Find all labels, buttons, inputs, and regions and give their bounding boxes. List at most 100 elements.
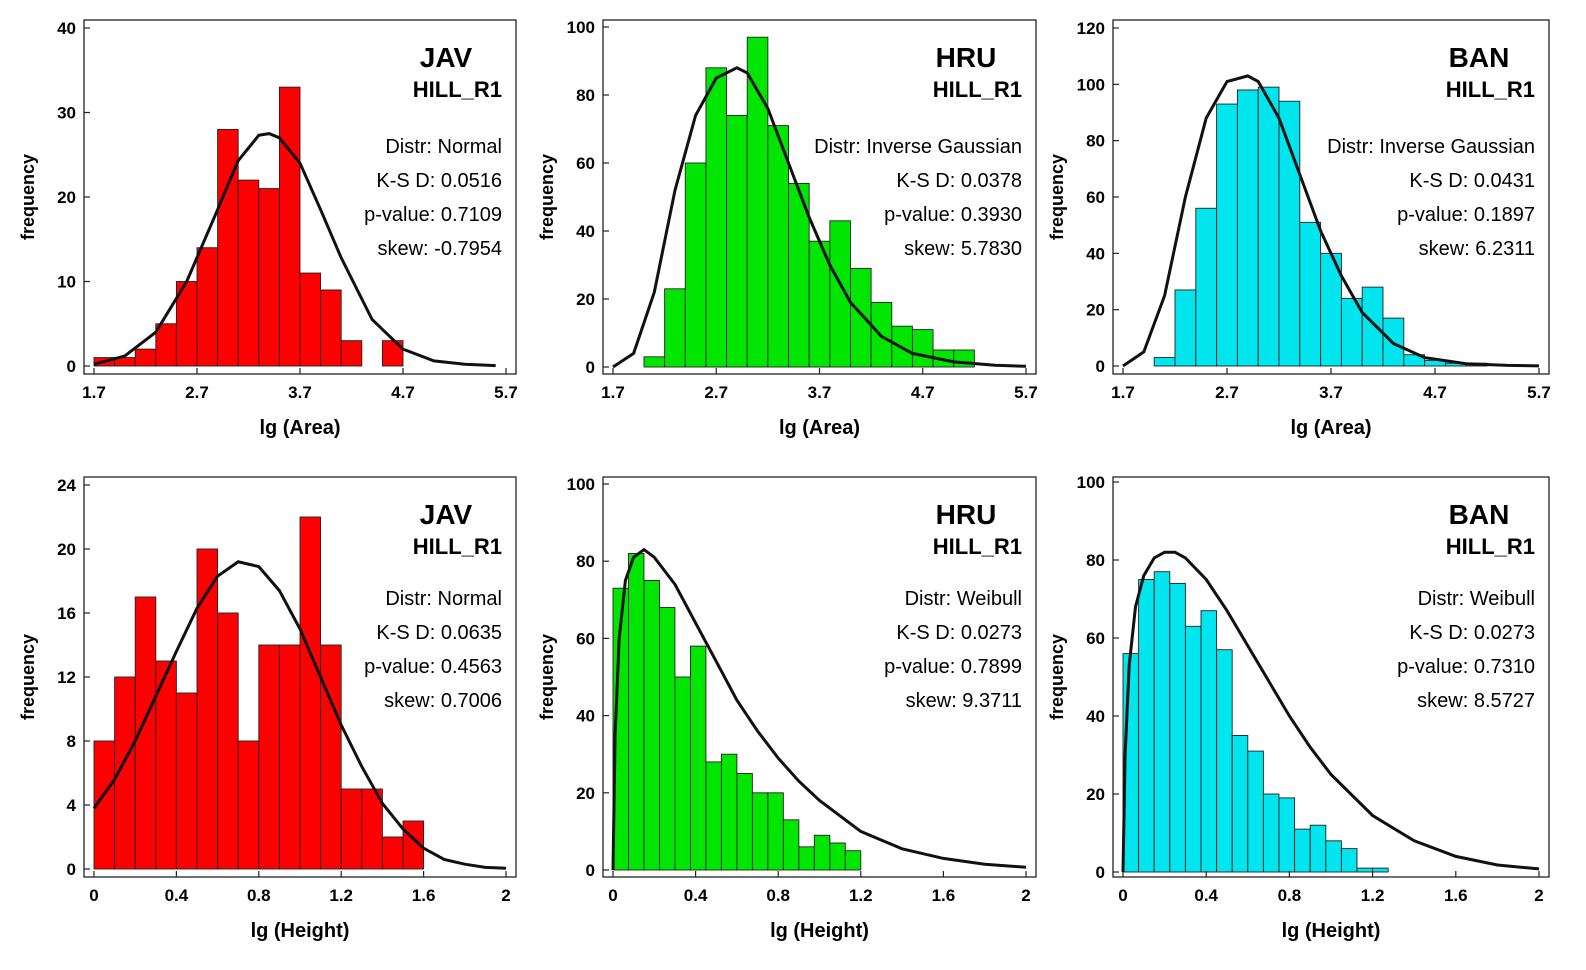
histogram-bar: [751, 792, 769, 871]
histogram-bar: [664, 288, 686, 368]
x-tick-label: 0.4: [165, 886, 189, 905]
histogram-bar: [1138, 579, 1155, 873]
histogram-bar: [1340, 848, 1358, 873]
fit-statistic-text: K-S D: 0.0635: [376, 622, 502, 644]
histogram-bar: [1278, 797, 1296, 873]
y-tick-label: 100: [1077, 473, 1105, 492]
x-tick-label: 1.7: [601, 383, 625, 402]
histogram-bar: [361, 788, 383, 870]
y-tick-label: 100: [567, 18, 595, 37]
y-tick-label: 20: [57, 540, 76, 559]
histogram-panel-3: 1.7 2.7 3.7 4.7 5.7 0 20 40 60 80 100 120 lg (Area) f…: [1047, 19, 1551, 439]
region-label: HILL_R1: [413, 77, 502, 102]
y-tick-label: 120: [1077, 19, 1105, 38]
histogram-bar: [1236, 89, 1259, 367]
x-tick-label: 4.7: [911, 383, 935, 402]
histogram-panel-1: 1.7 2.7 3.7 4.7 5.7 0 10 20 30 40 lg (Area) frequen…: [18, 19, 518, 439]
fit-statistic-text: Distr: Inverse Gaussian: [814, 136, 1022, 158]
histogram-bar: [643, 356, 666, 368]
fit-statistic-text: p-value: 0.1897: [1397, 204, 1535, 226]
fitted-distribution-curve: [92, 560, 507, 870]
histogram-bar: [258, 188, 280, 367]
y-tick-label: 40: [1086, 244, 1105, 263]
x-tick-label: 0: [1118, 886, 1127, 905]
x-tick-label: 0: [89, 886, 98, 905]
histogram-bar: [628, 553, 645, 871]
region-label: HILL_R1: [413, 534, 502, 559]
histogram-bar: [1299, 221, 1322, 367]
y-tick-label: 0: [1096, 357, 1105, 376]
x-tick-label: 1.2: [329, 886, 353, 905]
y-tick-label: 0: [67, 357, 76, 376]
histogram-bar: [1372, 867, 1389, 873]
fit-statistic-text: Distr: Normal: [385, 588, 502, 610]
y-tick-label: 30: [57, 104, 76, 123]
histogram-bar: [1153, 571, 1171, 873]
histogram-bar: [659, 607, 676, 871]
histogram-bar: [746, 36, 769, 368]
y-tick-label: 20: [576, 784, 595, 803]
histogram-bar: [850, 267, 872, 368]
y-tick-label: 0: [67, 860, 76, 879]
y-tick-label: 24: [57, 476, 76, 495]
histogram-bar: [726, 114, 748, 368]
region-label: HILL_R1: [933, 534, 1022, 559]
histogram-bar: [684, 162, 707, 368]
y-tick-label: 20: [1086, 301, 1105, 320]
y-axis-label: frequency: [537, 154, 557, 240]
x-axis-label: lg (Area): [259, 417, 340, 439]
site-label: BAN: [1449, 499, 1510, 530]
y-tick-label: 20: [57, 188, 76, 207]
y-tick-label: 60: [1086, 629, 1105, 648]
fit-statistic-text: p-value: 0.7109: [364, 204, 502, 226]
region-label: HILL_R1: [1446, 534, 1535, 559]
histogram-bar: [689, 645, 707, 871]
histogram-bar: [1294, 828, 1311, 873]
y-axis-label: frequency: [1047, 154, 1067, 240]
y-tick-label: 80: [576, 86, 595, 105]
site-label: BAN: [1449, 42, 1510, 73]
x-axis-label: lg (Area): [1290, 417, 1371, 439]
fit-statistic-text: Distr: Normal: [385, 136, 502, 158]
histogram-bar: [813, 834, 831, 871]
x-tick-label: 5.7: [1527, 383, 1551, 402]
region-label: HILL_R1: [933, 77, 1022, 102]
y-tick-label: 40: [576, 707, 595, 726]
histogram-bar: [1262, 793, 1280, 873]
histogram-bar: [381, 836, 404, 870]
fit-statistic-text: p-value: 0.3930: [884, 204, 1022, 226]
x-axis-label: lg (Height): [1282, 920, 1381, 942]
histogram-bar: [705, 67, 728, 368]
y-tick-label: 40: [57, 19, 76, 38]
x-tick-label: 2: [501, 886, 510, 905]
fit-statistic-text: Distr: Weibull: [1418, 588, 1535, 610]
x-tick-label: 0.8: [766, 886, 790, 905]
histogram-bar: [1216, 649, 1233, 873]
x-axis-label: lg (Area): [779, 417, 860, 439]
x-tick-label: 4.7: [391, 383, 415, 402]
histogram-bar: [1309, 824, 1327, 873]
y-tick-label: 0: [586, 358, 595, 377]
fitted-distribution-curve: [611, 547, 1027, 871]
y-tick-label: 40: [576, 222, 595, 241]
y-tick-label: 0: [1096, 863, 1105, 882]
histogram-bar: [705, 761, 722, 871]
histogram-bar: [299, 516, 322, 870]
site-label: HRU: [936, 42, 997, 73]
histogram-bar: [767, 125, 789, 368]
x-tick-label: 2: [1534, 886, 1543, 905]
histogram-bar: [1216, 103, 1238, 367]
histogram-bar: [1325, 840, 1342, 873]
x-tick-label: 1.6: [1444, 886, 1468, 905]
fitted-distribution-curve: [93, 132, 496, 368]
y-tick-label: 12: [57, 668, 76, 687]
y-axis-label: frequency: [18, 634, 38, 720]
x-tick-label: 3.7: [288, 383, 312, 402]
histogram-bar: [643, 580, 660, 871]
histogram-bar: [175, 692, 198, 870]
histogram-bar: [829, 842, 846, 871]
